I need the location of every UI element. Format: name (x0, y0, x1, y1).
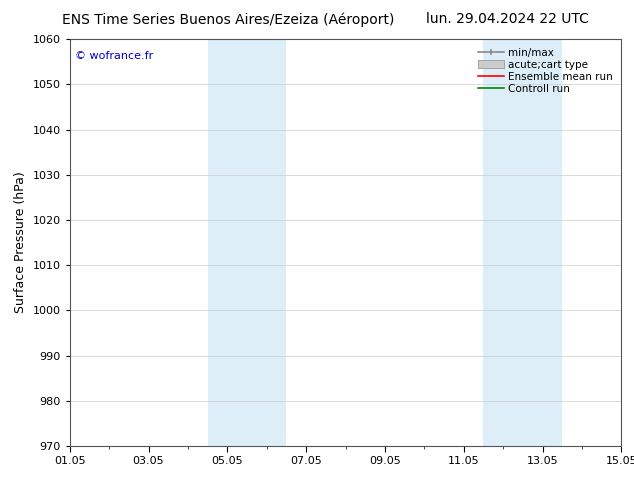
Text: ENS Time Series Buenos Aires/Ezeiza (Aéroport): ENS Time Series Buenos Aires/Ezeiza (Aér… (62, 12, 394, 27)
Text: lun. 29.04.2024 22 UTC: lun. 29.04.2024 22 UTC (426, 12, 588, 26)
Bar (483, 39, 523, 446)
Legend: min/max, acute;cart type, Ensemble mean run, Controll run: min/max, acute;cart type, Ensemble mean … (475, 45, 616, 97)
Y-axis label: Surface Pressure (hPa): Surface Pressure (hPa) (14, 172, 27, 314)
Bar (207, 39, 247, 446)
Text: © wofrance.fr: © wofrance.fr (75, 51, 153, 61)
Bar (523, 39, 562, 446)
Bar (247, 39, 287, 446)
